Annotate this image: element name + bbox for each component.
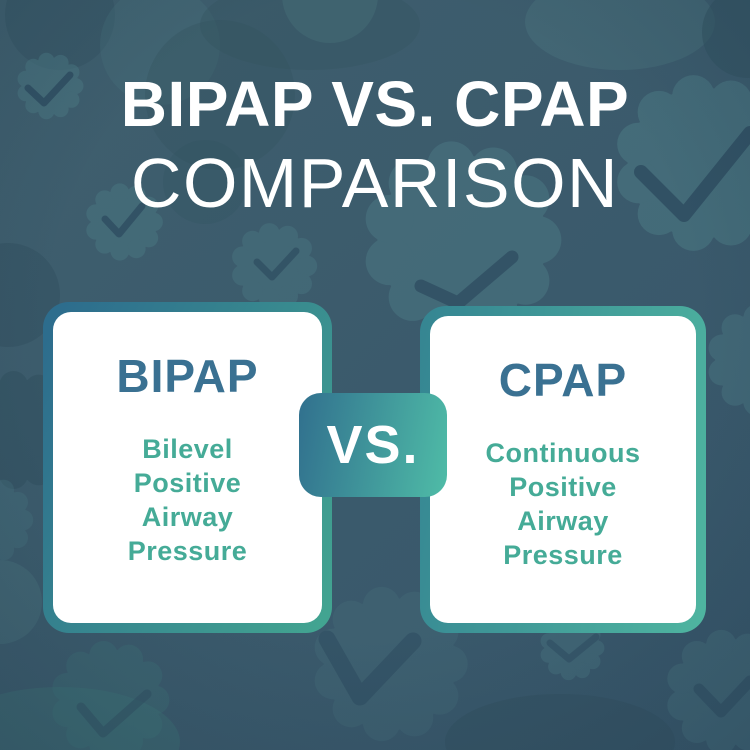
cpap-heading: CPAP: [498, 354, 628, 406]
expansion-line: Pressure: [503, 540, 623, 570]
expansion-line: Continuous: [485, 438, 641, 468]
expansion-line: Pressure: [127, 536, 248, 566]
expansion-line: Bilevel: [142, 434, 233, 464]
vs-label: VS.: [326, 415, 420, 475]
vs-badge: VS.: [299, 393, 447, 497]
main-subtitle: COMPARISON: [130, 144, 620, 222]
cpap-panel-border: CPAP Continuous Positive Airway Pressure: [420, 306, 706, 633]
cpap-card: CPAP Continuous Positive Airway Pressure: [430, 316, 696, 623]
expansion-line: Positive: [509, 472, 617, 502]
expansion-line: Positive: [133, 468, 242, 498]
main-title: BIPAP VS. CPAP: [120, 68, 630, 140]
bipap-expansion: Bilevel Positive Airway Pressure: [53, 432, 322, 568]
expansion-line: Airway: [141, 502, 234, 532]
bipap-panel-border: BIPAP Bilevel Positive Airway Pressure: [43, 302, 332, 633]
bipap-heading: BIPAP: [116, 350, 259, 402]
expansion-line: Airway: [517, 506, 609, 536]
bipap-card: BIPAP Bilevel Positive Airway Pressure: [53, 312, 322, 623]
cpap-expansion: Continuous Positive Airway Pressure: [430, 436, 696, 572]
